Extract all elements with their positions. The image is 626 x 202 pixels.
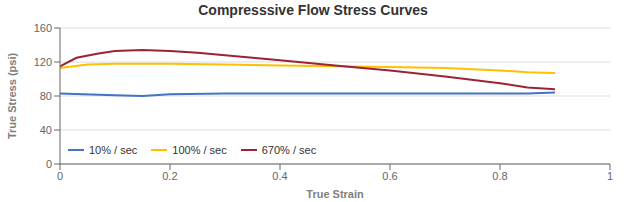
svg-text:0.4: 0.4 bbox=[272, 170, 287, 182]
svg-text:160: 160 bbox=[34, 22, 52, 34]
svg-text:0.2: 0.2 bbox=[162, 170, 177, 182]
svg-text:0.6: 0.6 bbox=[382, 170, 397, 182]
html-text:670% / sec: 670% / sec bbox=[261, 144, 317, 156]
svg-text:40: 40 bbox=[40, 124, 52, 136]
html-text:100% / sec: 100% / sec bbox=[172, 144, 227, 156]
svg-text:True Stress (psi): True Stress (psi) bbox=[6, 53, 18, 140]
svg-text:120: 120 bbox=[34, 56, 52, 68]
svg-text:1: 1 bbox=[607, 170, 613, 182]
svg-text:80: 80 bbox=[40, 90, 52, 102]
html-text:10% / sec: 10% / sec bbox=[89, 144, 138, 156]
html-text:Compresssive Flow Stress Curve: Compresssive Flow Stress Curves bbox=[198, 2, 428, 18]
svg-text:0: 0 bbox=[57, 170, 63, 182]
svg-text:True Strain: True Strain bbox=[306, 188, 364, 200]
svg-text:0.8: 0.8 bbox=[492, 170, 507, 182]
svg-text:0: 0 bbox=[46, 158, 52, 170]
